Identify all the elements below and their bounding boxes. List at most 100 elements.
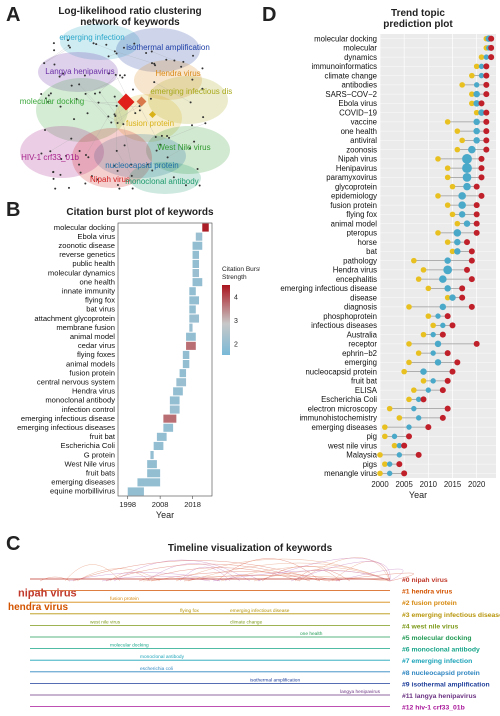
term-q3-point <box>473 229 480 236</box>
term-median-point <box>396 452 403 458</box>
legend-title-line1: Citation Burst <box>222 266 260 273</box>
network-edge <box>85 116 109 156</box>
term-label: phosphoprotein <box>323 312 377 321</box>
term-median-point <box>478 63 485 70</box>
timeline-arc <box>113 559 251 582</box>
network-edge <box>114 51 155 64</box>
term-median-point <box>444 257 451 264</box>
term-q1-point <box>454 220 461 227</box>
burst-bar <box>147 460 157 469</box>
legend-tick-label: 2 <box>234 341 238 348</box>
network-node <box>58 75 61 78</box>
burst-bar <box>189 314 200 323</box>
network-node <box>154 136 157 139</box>
term-label: Nipah virus <box>338 155 377 164</box>
timeline-cluster-label: #0 nipah virus <box>402 577 448 584</box>
term-label: diagnosis <box>344 303 377 312</box>
network-node <box>43 62 46 65</box>
burst-bar <box>150 451 154 460</box>
term-q3-point <box>483 63 490 70</box>
term-q1-point <box>406 396 412 403</box>
term-median-point <box>386 461 393 467</box>
burst-bar <box>189 296 200 305</box>
burst-bar <box>186 332 196 341</box>
term-q1-point <box>382 461 388 467</box>
timeline-arc <box>146 563 241 582</box>
cluster-area-hendra-virus <box>134 60 202 100</box>
network-edge <box>108 53 117 57</box>
network-node <box>166 156 169 159</box>
x-tick-label: 2015 <box>444 480 462 489</box>
timeline-term: flying fox <box>180 608 200 614</box>
network-node <box>173 59 176 62</box>
term-median-point <box>468 145 476 154</box>
term-median-point <box>463 220 471 227</box>
x-tick-label: 2005 <box>395 480 413 489</box>
burst-keyword-label: animal models <box>66 359 115 368</box>
term-q1-point <box>425 285 432 292</box>
term-label: pathology <box>343 256 377 265</box>
term-q1-point <box>435 230 441 236</box>
term-median-point <box>406 424 412 430</box>
network-node <box>78 163 81 166</box>
network-node <box>191 78 194 81</box>
term-q3-point <box>425 424 432 431</box>
term-median-point <box>439 303 447 311</box>
burst-keyword-label: one health <box>80 277 115 286</box>
network-edge <box>76 98 117 107</box>
term-label: zoonosis <box>346 145 377 154</box>
hub-node-nipah <box>117 93 135 111</box>
burst-keyword-label: reverse genetics <box>59 250 115 259</box>
term-median-point <box>386 470 393 477</box>
network-node <box>107 55 110 58</box>
term-label: pigs <box>363 460 377 469</box>
burst-bar <box>195 232 203 241</box>
timeline-big-term: nipah virus <box>18 588 77 600</box>
burst-bar <box>182 360 190 369</box>
term-label: nucleocapsid protein <box>305 367 377 376</box>
term-q3-point <box>483 72 490 79</box>
term-q3-point <box>401 470 408 477</box>
timeline-term: langya henipavirus <box>340 689 381 695</box>
network-node <box>105 43 108 46</box>
burst-bar <box>192 241 203 250</box>
cluster-label-nipah-virus: Nipah virus <box>90 175 130 184</box>
term-median-point <box>473 137 480 144</box>
network-node <box>201 87 204 90</box>
term-label: ELISA <box>355 386 378 395</box>
term-label: ephrin−b2 <box>342 349 377 358</box>
term-q1-point <box>401 368 407 375</box>
network-node <box>159 143 162 146</box>
burst-keyword-label: fusion protein <box>69 368 115 377</box>
timeline-term: fusion protein <box>110 596 139 602</box>
panel-c-title: Timeline visualization of keywords <box>167 543 333 554</box>
panel-c-label: C <box>6 533 21 555</box>
term-label: infectious diseases <box>311 321 377 330</box>
network-node <box>73 118 76 121</box>
x-tick-label: 2020 <box>468 480 486 489</box>
timeline-term: monoclonal antibody <box>140 654 185 660</box>
burst-bar <box>189 305 196 314</box>
term-median-point <box>440 322 446 329</box>
network-node <box>116 184 119 187</box>
term-q3-point <box>439 331 446 338</box>
term-q1-point <box>459 137 465 144</box>
timeline-chart: #0 nipah virus #1 hendra virus #2 fusion p… <box>8 557 500 712</box>
cluster-label-molecular-docking: molecular docking <box>20 97 84 106</box>
hub-node-hendra <box>136 96 147 107</box>
network-node <box>49 92 52 95</box>
timeline-arc <box>212 570 391 582</box>
timeline-arc <box>335 568 404 582</box>
network-node <box>94 92 97 95</box>
term-label: menangle virus <box>324 469 377 478</box>
burst-keyword-label: fruit bat <box>90 432 116 441</box>
panel-d-label: D <box>262 4 277 26</box>
burst-bar <box>163 414 177 423</box>
burst-bar <box>192 250 200 259</box>
burst-bar <box>176 378 187 387</box>
term-label: immunoinformatics <box>312 62 378 71</box>
burst-bar <box>179 369 187 378</box>
term-median-point <box>435 313 441 319</box>
cluster-area-nipah-virus <box>72 128 152 188</box>
term-q1-point <box>469 72 475 79</box>
